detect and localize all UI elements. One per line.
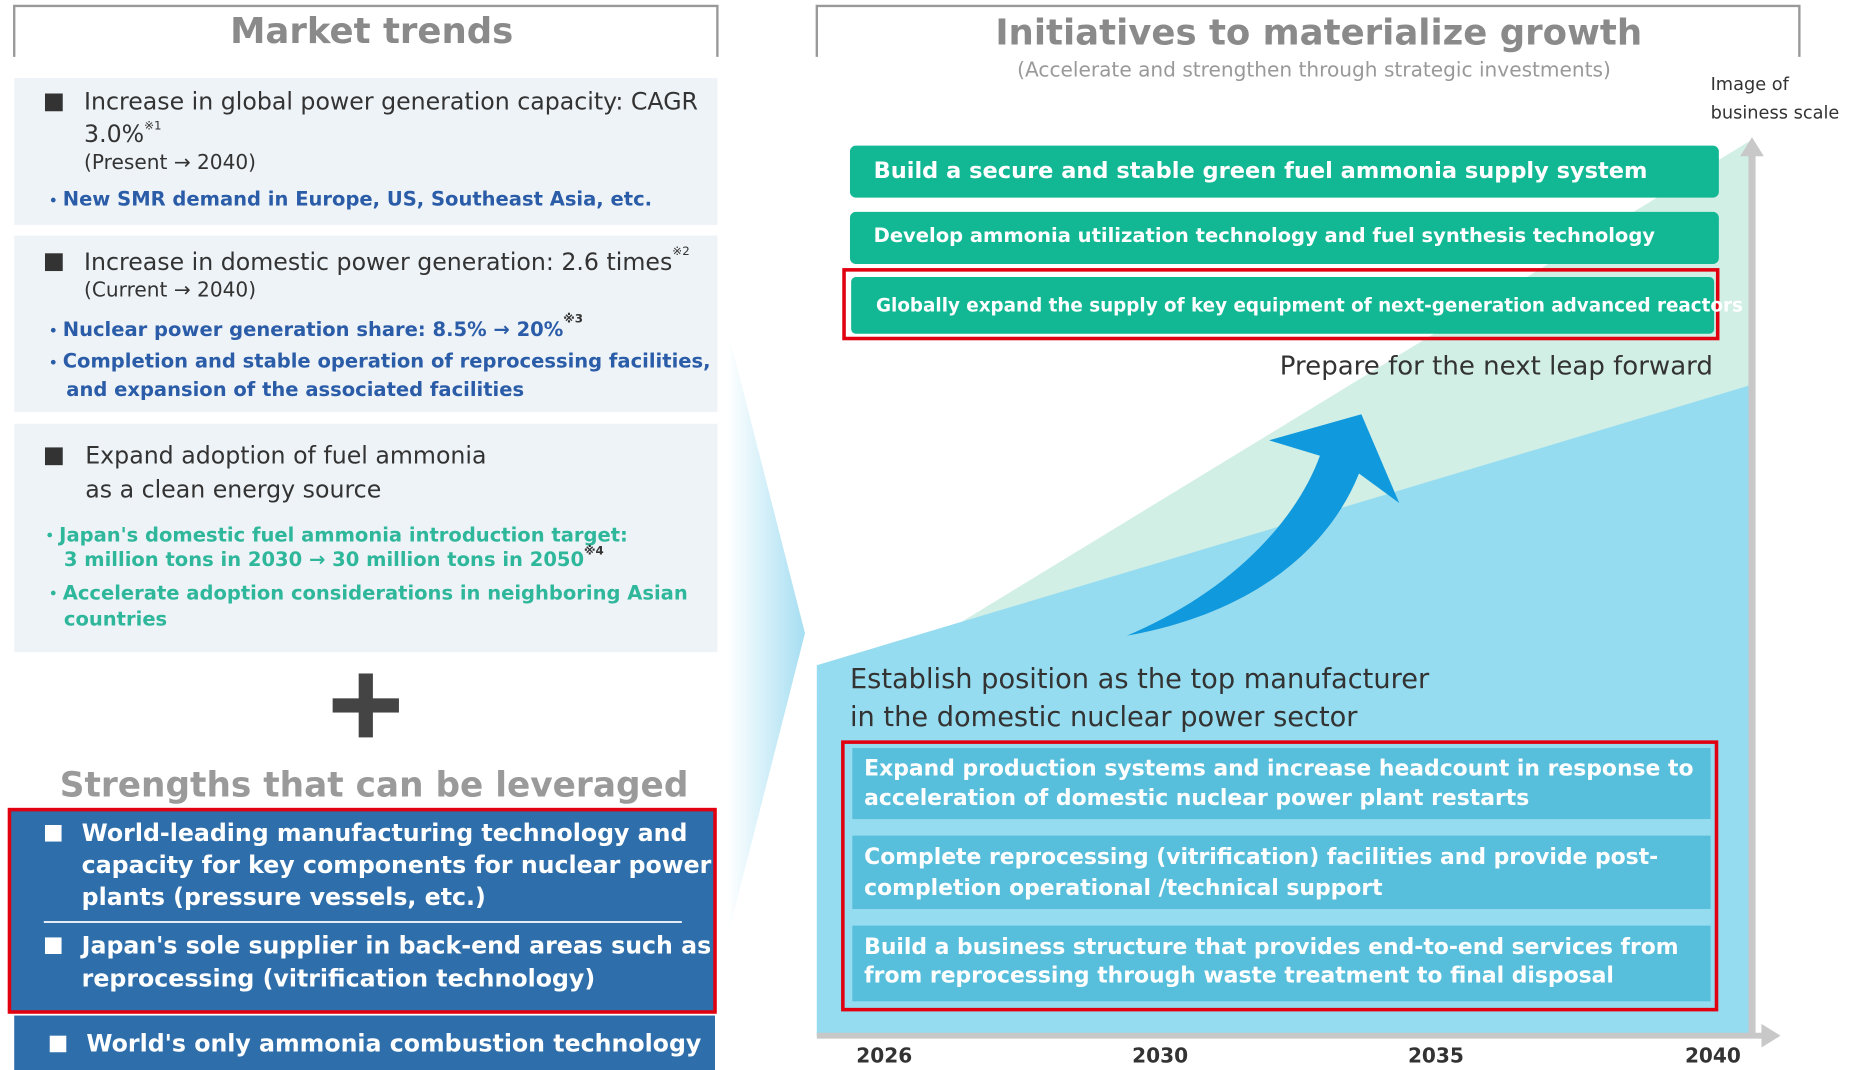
- leap-label: Prepare for the next leap forward: [1280, 351, 1713, 381]
- growth-item: [849, 211, 1719, 264]
- base-text: from reprocessing through waste treatmen…: [864, 963, 1614, 988]
- strength: World-leading manufacturing technology a…: [82, 819, 688, 847]
- heading: Increase in domestic power generation: 2…: [84, 243, 690, 275]
- heading: as a clean energy source: [85, 476, 381, 504]
- period: (Present → 2040): [84, 150, 256, 174]
- dot: [47, 532, 53, 538]
- base-text: acceleration of domestic nuclear power p…: [864, 786, 1529, 811]
- right-subtitle: (Accelerate and strengthen through strat…: [1017, 58, 1611, 82]
- base-item: [852, 835, 1711, 910]
- square-bullet: [49, 1035, 67, 1053]
- strength-box: [14, 1015, 716, 1070]
- strength: plants (pressure vessels, etc.): [82, 883, 486, 911]
- growth-arrow: [1126, 414, 1400, 636]
- panel: [14, 235, 718, 412]
- highlight: [841, 740, 1719, 1012]
- panel: [14, 423, 718, 653]
- panel: [14, 78, 718, 225]
- strength: World's only ammonia combustion technolo…: [86, 1030, 701, 1058]
- base-item: [852, 925, 1711, 1002]
- dot: [50, 327, 56, 333]
- dot: [50, 590, 56, 596]
- year: 2040: [1685, 1043, 1741, 1067]
- growth-item: [849, 145, 1719, 198]
- base-label: in the domestic nuclear power sector: [850, 702, 1358, 733]
- bullet: and expansion of the associated faciliti…: [66, 378, 524, 401]
- square-bullet: [44, 253, 63, 272]
- axis-arrow: [1761, 1023, 1781, 1048]
- strength: reprocessing (vitrification technology): [82, 965, 595, 993]
- base-text: Complete reprocessing (vitrification) fa…: [864, 845, 1658, 870]
- square-bullet: [44, 447, 63, 466]
- base-text: Build a business structure that provides…: [864, 935, 1678, 960]
- growth-text: Build a secure and stable green fuel amm…: [874, 158, 1648, 184]
- heading: Increase in global power generation capa…: [84, 87, 698, 115]
- year: 2030: [1132, 1043, 1188, 1067]
- title-frame: [13, 4, 719, 57]
- bullet: Nuclear power generation share: 8.5% → 2…: [63, 311, 583, 341]
- heading: Expand adoption of fuel ammonia: [85, 441, 486, 469]
- square-bullet: [44, 824, 62, 842]
- plus: [358, 673, 373, 738]
- bullet: 3 million tons in 2030 → 30 million tons…: [64, 543, 604, 570]
- base-text: completion operational /technical suppor…: [864, 876, 1382, 901]
- axis-arrow: [1740, 137, 1764, 157]
- base-text: Expand production systems and increase h…: [864, 756, 1693, 781]
- strength: capacity for key components for nuclear …: [82, 851, 712, 879]
- growth-text: Globally expand the supply of key equipm…: [876, 296, 1743, 317]
- highlight: [842, 268, 1720, 341]
- left-title: Market trends: [230, 11, 513, 52]
- chevron: [728, 331, 805, 936]
- bullet: New SMR demand in Europe, US, Southeast …: [63, 188, 652, 211]
- base-item: [852, 748, 1711, 820]
- growth-text: Develop ammonia utilization technology a…: [874, 224, 1656, 247]
- right-title: Initiatives to materialize growth: [995, 12, 1642, 53]
- base-label: Establish position as the top manufactur…: [850, 664, 1430, 695]
- axis-label: business scale: [1711, 104, 1840, 124]
- strength-box: [7, 807, 717, 1014]
- axis-label: Image of: [1711, 75, 1790, 95]
- strength: Japan's sole supplier in back-end areas …: [80, 931, 712, 959]
- year: 2026: [856, 1043, 912, 1067]
- title-frame: [815, 4, 1801, 57]
- bullet: countries: [64, 608, 167, 631]
- bullet: Completion and stable operation of repro…: [63, 350, 711, 373]
- bullet: Accelerate adoption considerations in ne…: [63, 582, 688, 605]
- year: 2035: [1408, 1043, 1464, 1067]
- heading: 3.0%※1: [84, 118, 162, 147]
- bullet: Japan's domestic fuel ammonia introducti…: [57, 524, 628, 547]
- growth-item: [851, 276, 1715, 334]
- dot: [50, 359, 56, 365]
- dot: [50, 197, 56, 203]
- period: (Current → 2040): [84, 278, 256, 302]
- strengths-title: Strengths that can be leveraged: [60, 766, 689, 806]
- square-bullet: [44, 93, 63, 112]
- square-bullet: [44, 937, 62, 955]
